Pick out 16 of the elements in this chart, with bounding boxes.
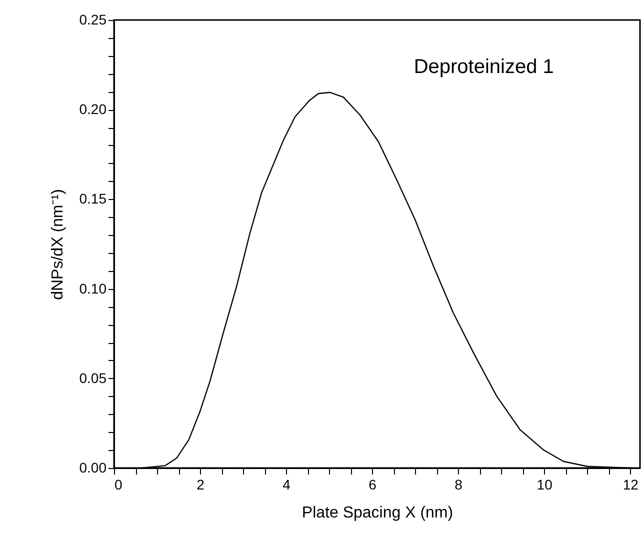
x-tick-label: 10 xyxy=(536,476,553,492)
y-axis-title: dNPs/dX (nm⁻¹) xyxy=(49,189,66,300)
annotation: Deproteinized 1 xyxy=(414,56,554,78)
y-tick-label: 0.00 xyxy=(79,460,107,476)
y-tick-label: 0.10 xyxy=(79,280,107,296)
x-tick-label: 2 xyxy=(196,476,205,492)
y-tick-label: 0.20 xyxy=(79,101,107,118)
x-tick-label: 4 xyxy=(282,476,291,492)
y-tick-label: 0.25 xyxy=(79,12,107,28)
y-tick-label: 0.05 xyxy=(79,370,107,386)
x-tick-label: 12 xyxy=(622,476,639,492)
x-tick-label: 0 xyxy=(114,476,122,492)
x-axis-title: Plate Spacing X (nm) xyxy=(302,504,454,522)
y-tick-label: 0.15 xyxy=(79,190,107,207)
x-tick-label: 6 xyxy=(368,476,377,492)
x-tick-label: 8 xyxy=(454,476,463,492)
